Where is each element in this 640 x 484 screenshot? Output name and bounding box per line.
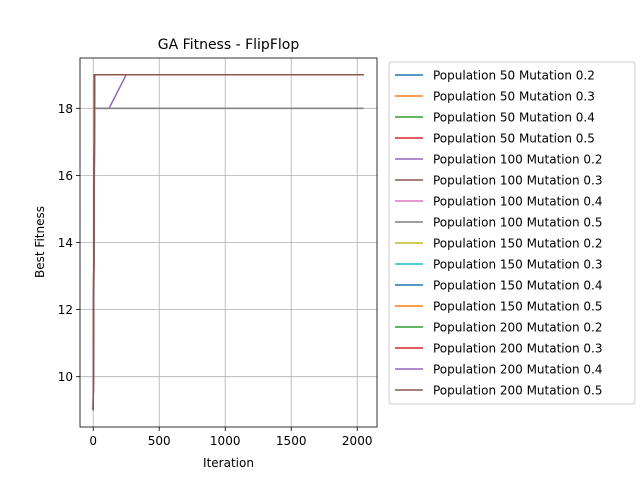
legend-label: Population 150 Mutation 0.3 (433, 258, 602, 272)
legend-label: Population 150 Mutation 0.5 (433, 300, 602, 314)
legend: Population 50 Mutation 0.2 Population 50 … (388, 61, 636, 405)
x-tick-label: 1500 (276, 434, 307, 448)
x-tick-label: 2000 (342, 434, 373, 448)
y-axis-label: Best Fitness (33, 206, 47, 278)
legend-box (388, 61, 636, 405)
legend-label: Population 100 Mutation 0.4 (433, 195, 602, 209)
x-tick-label: 0 (89, 434, 97, 448)
legend-label: Population 50 Mutation 0.4 (433, 111, 595, 125)
y-tick-label: 18 (58, 102, 73, 116)
legend-label: Population 150 Mutation 0.4 (433, 279, 602, 293)
legend-label: Population 200 Mutation 0.3 (433, 342, 602, 356)
legend-label: Population 100 Mutation 0.5 (433, 216, 602, 230)
x-axis-ticks: 0 500 1000 1500 2000 (89, 427, 372, 448)
x-axis-label: Iteration (203, 456, 254, 470)
legend-label: Population 200 Mutation 0.4 (433, 363, 602, 377)
legend-label: Population 100 Mutation 0.3 (433, 174, 602, 188)
legend-label: Population 100 Mutation 0.2 (433, 153, 602, 167)
legend-label: Population 50 Mutation 0.2 (433, 69, 595, 83)
y-tick-label: 14 (58, 236, 73, 250)
legend-label: Population 200 Mutation 0.2 (433, 321, 602, 335)
series-line-16 (92, 74, 364, 411)
legend-label: Population 50 Mutation 0.3 (433, 90, 595, 104)
y-tick-label: 16 (58, 169, 73, 183)
x-tick-label: 500 (148, 434, 171, 448)
y-tick-label: 12 (58, 303, 73, 317)
x-tick-label: 1000 (210, 434, 241, 448)
legend-label: Population 150 Mutation 0.2 (433, 237, 602, 251)
y-tick-label: 10 (58, 370, 73, 384)
series-layer (92, 74, 364, 411)
chart-title: GA Fitness - FlipFlop (158, 37, 300, 53)
legend-label: Population 200 Mutation 0.5 (433, 384, 602, 398)
legend-label: Population 50 Mutation 0.5 (433, 132, 595, 146)
y-axis-ticks: 10 12 14 16 18 (58, 102, 80, 384)
